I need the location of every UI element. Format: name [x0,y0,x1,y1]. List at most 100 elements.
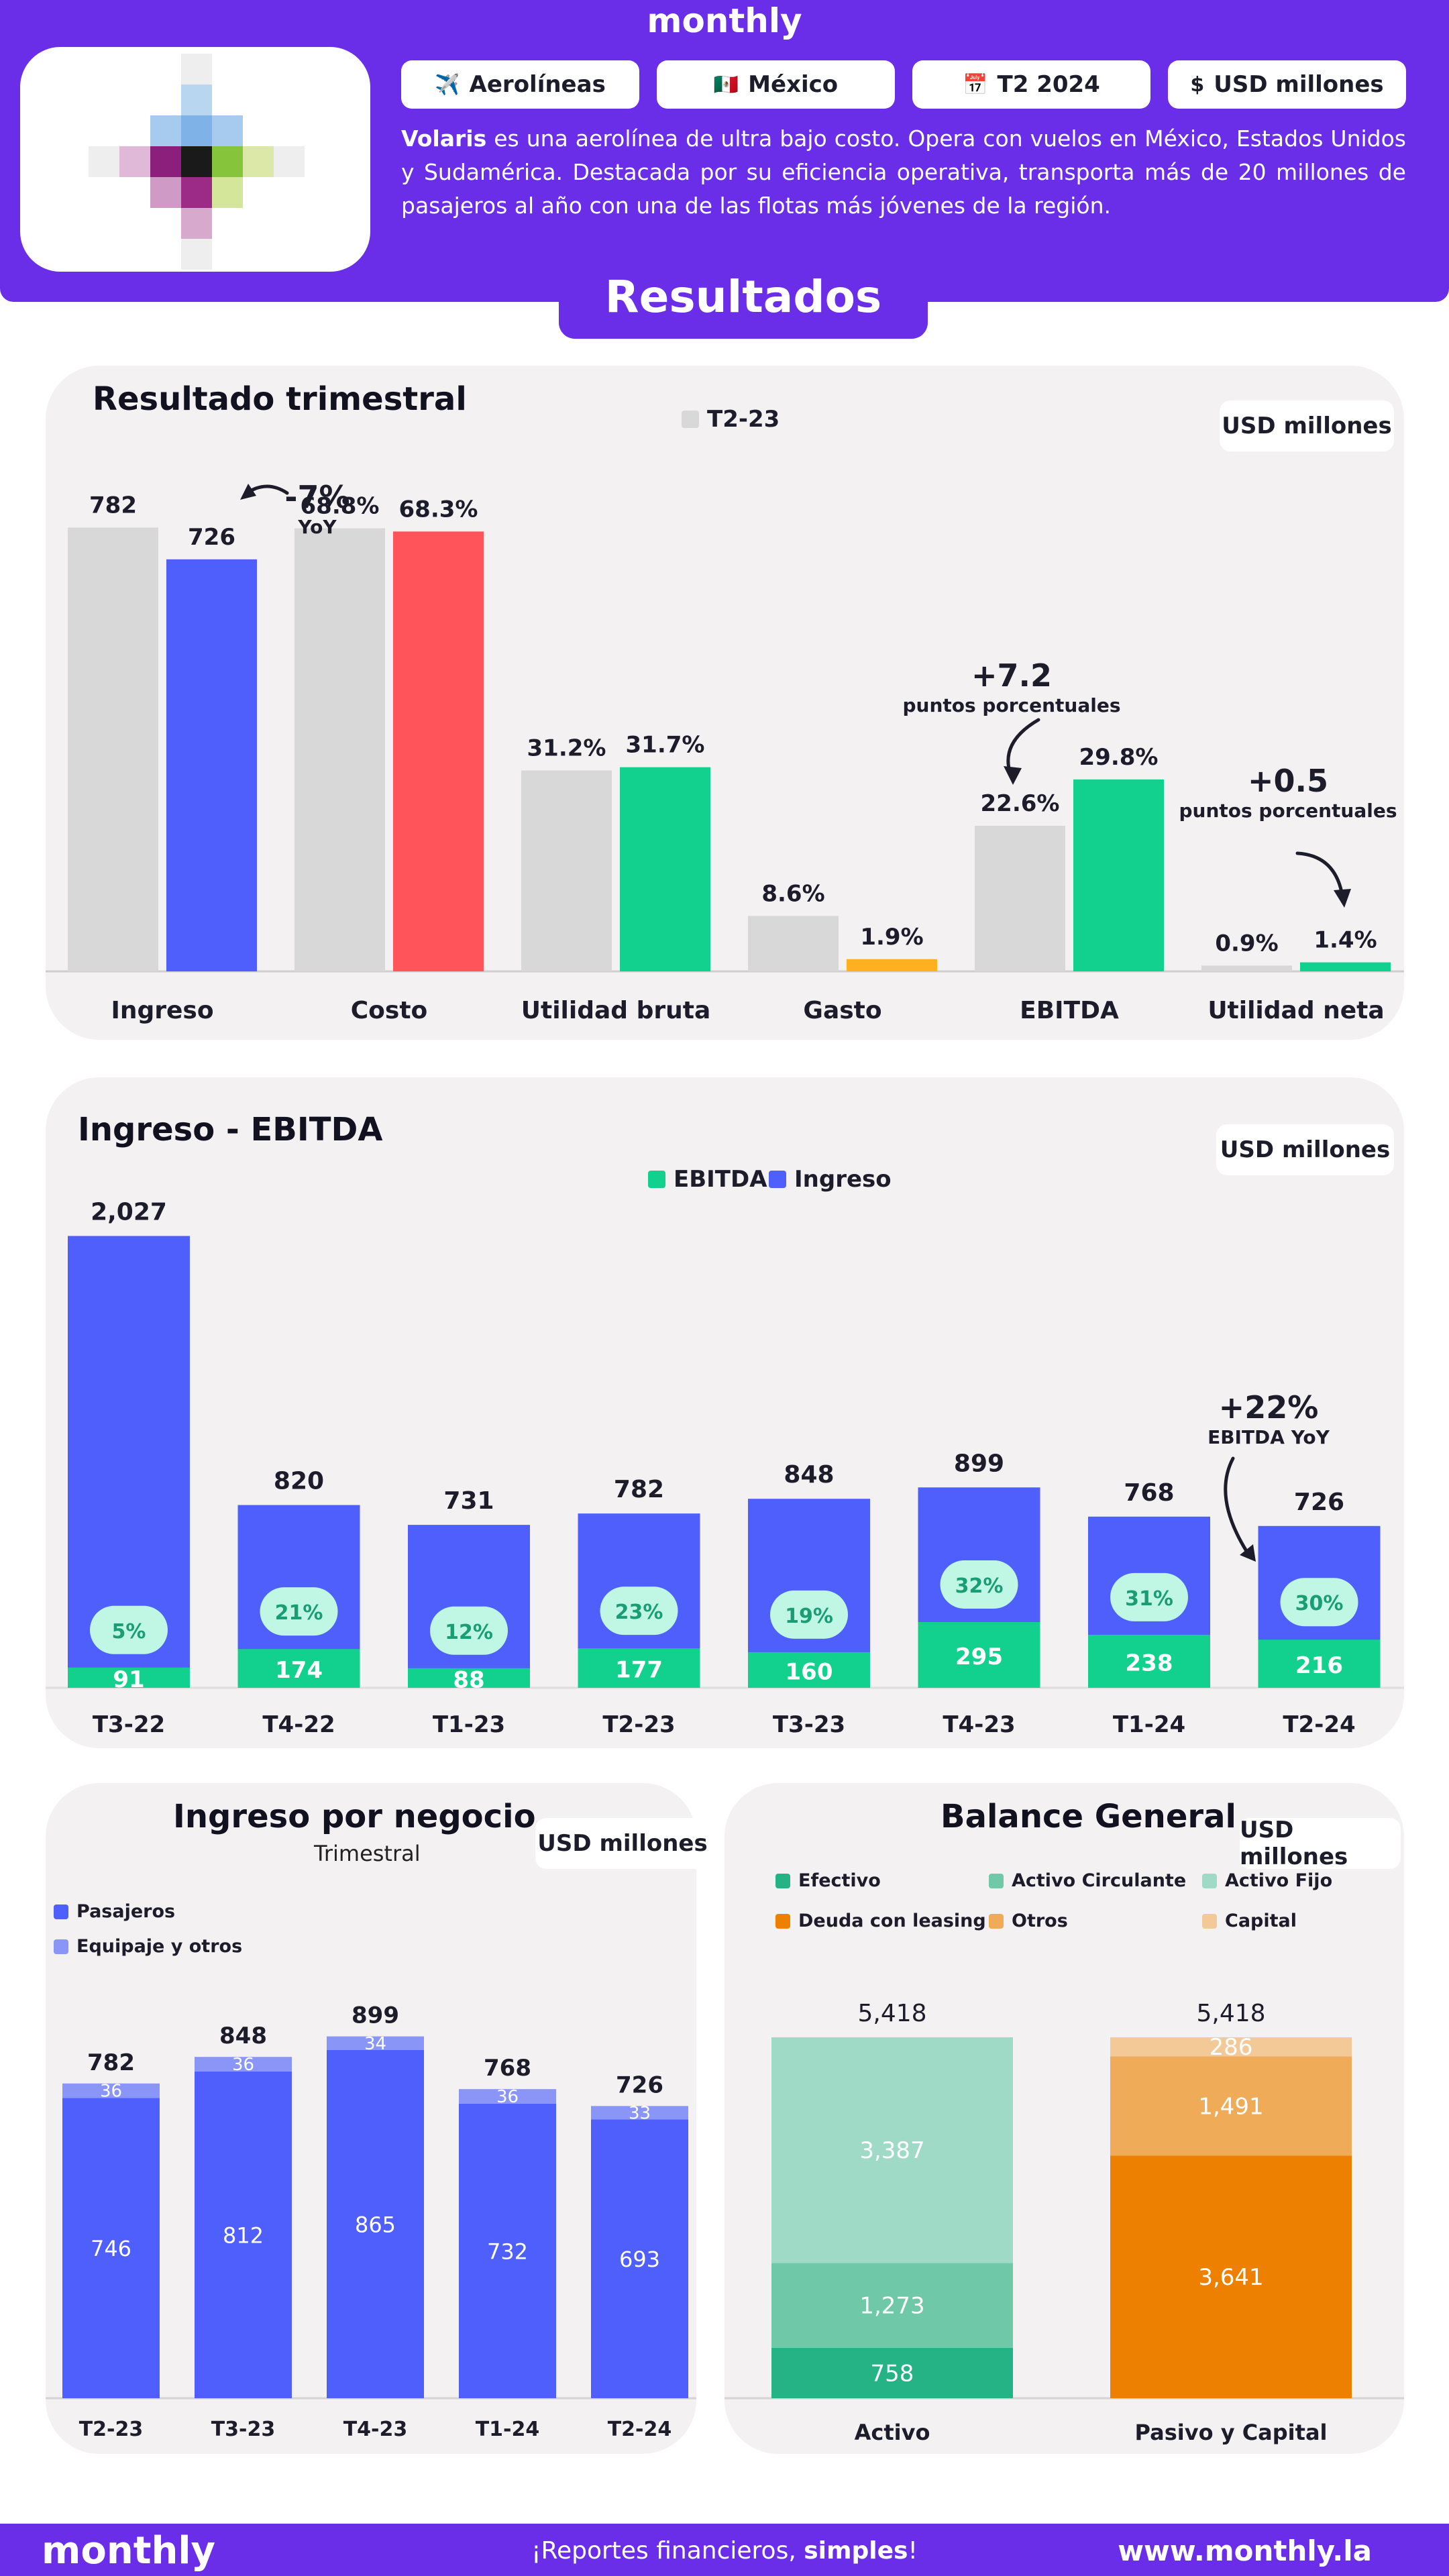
chart3-category-label: T4-23 [343,2418,408,2441]
chart3-pasajeros-label: 865 [355,2212,396,2238]
chart1-value-label: 0.9% [1215,930,1278,957]
chart3-category-label: T1-24 [476,2418,540,2441]
pill-industry: ✈️ Aerolíneas [401,60,639,109]
chart2-ebitda-label: 238 [1126,1650,1173,1676]
chart1-bar-t2-24-3 [847,959,937,971]
chart2-ingreso-label: 820 [274,1468,324,1495]
chart3-legend-pasajeros: Pasajeros [54,1901,175,1922]
chart3-total-label: 782 [87,2049,135,2076]
chart4-legend-efectivo: Efectivo [775,1870,881,1891]
legend-swatch-light-blue [54,1939,68,1954]
tagline-pre: ¡Reportes financieros, [531,2537,804,2565]
panel-resultado-trimestral: Resultado trimestral T2-23 USD millones … [46,366,1404,1040]
legend-label-ebitda: EBITDA [674,1166,767,1193]
pill-currency-label: USD millones [1214,71,1384,98]
chart3-pasajeros-label: 732 [487,2239,528,2264]
chart2-arrow-yoy-head [1240,1544,1256,1562]
chart1-category-label: Costo [351,997,428,1024]
chart2-margin-label: 12% [445,1621,493,1644]
chart3-bar-pasajeros-3 [459,2103,556,2398]
chart2-ebitda-label: 91 [113,1666,144,1693]
chart2-ebitda-label: 88 [453,1666,484,1693]
chart1-bar-t2-23-5 [1201,965,1292,971]
chart2-margin-pill [600,1587,678,1635]
chart1-bar-t2-24-0 [166,559,257,971]
chart4-segment-efectivo [771,2347,1013,2398]
chart2-ebitda-label: 216 [1295,1652,1343,1679]
chart2-legend-ingreso: Ingreso [769,1166,892,1193]
chart1-value-label: 8.6% [761,880,824,907]
chart3-unit-badge: USD millones [535,1818,710,1869]
chart2-ingreso-label: 848 [784,1461,834,1489]
legend-label-fijo: Activo Fijo [1225,1870,1333,1891]
chart3-total-label: 726 [616,2072,663,2098]
chart4-category-label: Pasivo y Capital [1135,2420,1328,2445]
legend-swatch-grey [682,411,699,428]
chart1-value-label: 782 [89,492,137,519]
chart1-annotation-value: +0.5 [1248,763,1328,799]
chart4-total-label: 5,418 [1196,2000,1265,2027]
chart4-segment-label: 758 [871,2360,914,2387]
chart4-segment-label: 286 [1210,2034,1253,2061]
chart2-margin-pill [260,1587,338,1636]
chart2-category-label: T2-24 [1283,1711,1355,1738]
chart3-svg: 746 36 782 T2-23 812 36 848 T3-23 865 34 899 T4-23 7… [46,2002,696,2441]
chart2-ingreso-label: 2,027 [91,1198,167,1226]
chart1-arrow-yoy-head [240,484,256,500]
chart2-arrow-yoy [1224,1456,1248,1553]
footer-url-link[interactable]: www.monthly.la [1118,2534,1372,2567]
chart2-category-label: T4-22 [262,1711,335,1738]
brand-logo: monthly [647,1,802,40]
chart3-total-label: 899 [352,2002,399,2029]
chart2-margin-label: 19% [785,1605,833,1628]
chart1-annotation-value: +7.2 [971,657,1052,694]
chart2-ebitda-label: 177 [615,1657,663,1684]
chart1-value-label: 68.8% [301,493,380,520]
chart3-total-label: 768 [484,2055,531,2082]
chart3-bar-pasajeros-4 [591,2119,688,2398]
chart3-bar-equipaje-0 [62,2083,160,2098]
chart4-title: Balance General [941,1798,1236,1835]
chart1-annotation-text: puntos porcentuales [1179,800,1397,822]
chart2-margin-label: 21% [275,1601,323,1625]
chart1-bar-t2-23-0 [68,527,158,971]
chart4-segment-otros [1110,2056,1352,2156]
chart1-svg: 782 726 Ingreso 68.8% 68.3% Costo 31.2% 31.7% Ut… [46,479,1404,1024]
legend-swatch-otros [989,1913,1004,1929]
chart3-equipaje-label: 36 [232,2055,254,2075]
chart1-value-label: 1.9% [860,924,923,951]
chart3-title: Ingreso por negocio [173,1798,536,1835]
legend-label-pasajeros: Pasajeros [76,1901,176,1922]
chart4-segment-label: 1,273 [859,2293,924,2320]
chart2-ingreso-label: 768 [1124,1479,1174,1507]
chart1-unit-badge: USD millones [1220,400,1394,451]
chart2-margin-pill [770,1590,848,1639]
legend-swatch-circulante [989,1873,1004,1888]
tagline-post: ! [908,2537,918,2565]
chart3-bar-pasajeros-2 [327,2050,424,2398]
chart2-margin-pill [940,1560,1018,1609]
chart2-ingreso-label: 726 [1294,1489,1344,1516]
chart1-annotation-value: -7% [284,479,350,515]
chart2-bar-ebitda-7 [1258,1640,1381,1688]
chart1-bar-t2-23-2 [521,770,612,971]
legend-swatch-capital [1202,1913,1217,1929]
footer-brand-logo: monthly [42,2529,216,2573]
chart3-category-label: T2-23 [79,2418,144,2441]
chart1-category-label: Gasto [803,997,881,1024]
chart2-margin-label: 32% [955,1574,1004,1598]
company-description: Volaris es una aerolínea de ultra bajo c… [401,122,1406,223]
header-banner: monthly ✈️ Aerol [0,0,1449,302]
chart1-category-label: EBITDA [1020,997,1119,1024]
chart4-legend-fijo: Activo Fijo [1202,1870,1332,1891]
chart1-arrow-neta-head [1334,889,1351,908]
chart3-bar-equipaje-1 [195,2057,292,2072]
chart2-category-label: T1-23 [433,1711,505,1738]
legend-label-deuda: Deuda con leasing [798,1911,986,1931]
chart2-ingreso-label: 731 [443,1487,494,1515]
chart2-category-label: T4-23 [943,1711,1015,1738]
chart3-legend-equipaje: Equipaje y otros [54,1936,242,1957]
chart4-legend-capital: Capital [1202,1911,1297,1931]
chart1-value-label: 29.8% [1079,744,1159,771]
legend-label-ingreso: Ingreso [794,1166,892,1193]
